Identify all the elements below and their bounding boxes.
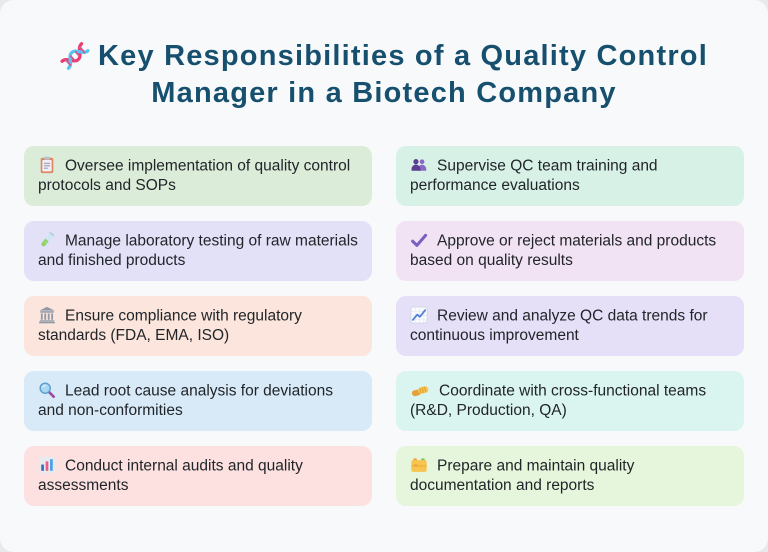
- responsibility-item-1: Oversee implementation of quality contro…: [24, 146, 372, 207]
- responsibility-text: Supervise QC team training and performan…: [410, 156, 730, 196]
- responsibility-label: Ensure compliance with regulatory standa…: [38, 307, 302, 345]
- responsibility-item-7: Lead root cause analysis for deviations …: [24, 371, 372, 432]
- responsibility-text: Review and analyze QC data trends for co…: [410, 306, 730, 346]
- responsibility-text: Ensure compliance with regulatory standa…: [38, 306, 358, 346]
- responsibility-label: Lead root cause analysis for deviations …: [38, 382, 333, 420]
- responsibility-item-8: Coordinate with cross-functional teams (…: [396, 371, 744, 432]
- classical-building-icon: [38, 307, 65, 325]
- responsibility-text: Oversee implementation of quality contro…: [38, 156, 358, 196]
- responsibility-item-10: Prepare and maintain quality documentati…: [396, 446, 744, 507]
- page-title: Key Responsibilities of a Quality Contro…: [39, 38, 729, 112]
- responsibility-label: Prepare and maintain quality documentati…: [410, 457, 635, 495]
- bar-chart-icon: [38, 457, 65, 475]
- responsibility-text: Prepare and maintain quality documentati…: [410, 456, 730, 496]
- chart-increasing-icon: [410, 306, 437, 325]
- two-people-icon: [410, 158, 437, 175]
- responsibility-label: Coordinate with cross-functional teams (…: [410, 382, 707, 420]
- test-tube-icon: [38, 232, 65, 250]
- responsibility-label: Review and analyze QC data trends for co…: [410, 307, 708, 345]
- handshake-icon: [410, 383, 439, 400]
- responsibility-label: Supervise QC team training and performan…: [410, 157, 658, 195]
- responsibility-text: Manage laboratory testing of raw materia…: [38, 231, 358, 271]
- responsibility-text: Conduct internal audits and quality asse…: [38, 456, 358, 496]
- responsibilities-grid: Oversee implementation of quality contro…: [24, 146, 744, 507]
- responsibility-item-4: Approve or reject materials and products…: [396, 221, 744, 282]
- dna-icon: [60, 38, 90, 75]
- check-mark-icon: [410, 233, 437, 250]
- responsibility-text: Lead root cause analysis for deviations …: [38, 381, 358, 421]
- responsibility-item-3: Manage laboratory testing of raw materia…: [24, 221, 372, 282]
- responsibility-label: Oversee implementation of quality contro…: [38, 157, 351, 195]
- card-index-icon: [410, 458, 437, 475]
- clipboard-icon: [38, 157, 65, 175]
- responsibility-item-6: Review and analyze QC data trends for co…: [396, 296, 744, 357]
- page-title-text: Key Responsibilities of a Quality Contro…: [98, 40, 708, 110]
- magnifying-glass-icon: [38, 382, 65, 400]
- responsibility-label: Conduct internal audits and quality asse…: [38, 457, 303, 495]
- responsibility-text: Approve or reject materials and products…: [410, 231, 730, 271]
- responsibility-item-5: Ensure compliance with regulatory standa…: [24, 296, 372, 357]
- responsibility-item-2: Supervise QC team training and performan…: [396, 146, 744, 207]
- responsibility-label: Approve or reject materials and products…: [410, 232, 717, 270]
- responsibility-text: Coordinate with cross-functional teams (…: [410, 381, 730, 421]
- responsibility-label: Manage laboratory testing of raw materia…: [38, 232, 358, 270]
- responsibility-item-9: Conduct internal audits and quality asse…: [24, 446, 372, 507]
